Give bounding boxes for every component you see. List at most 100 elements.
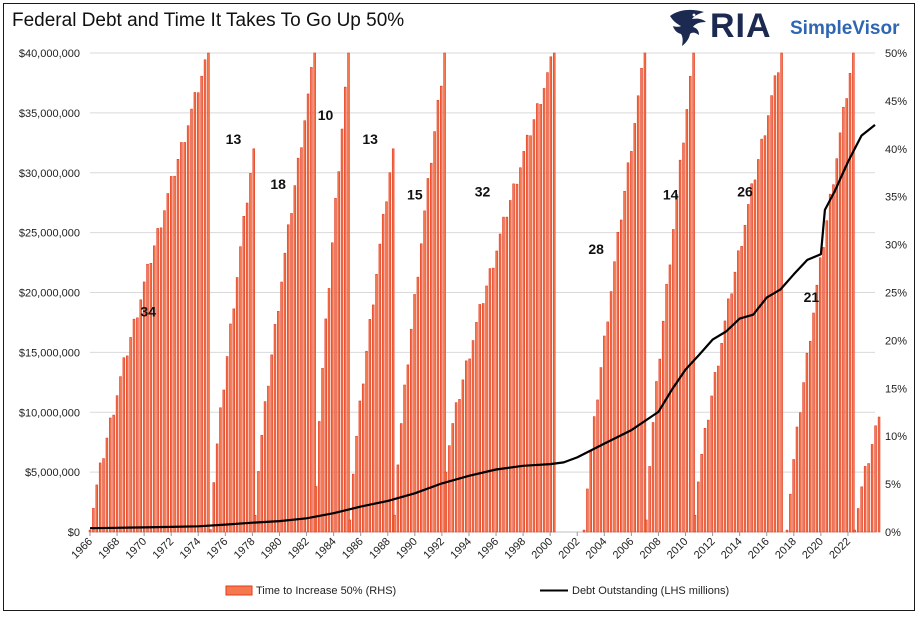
x-tick-label: 2006 <box>611 536 637 562</box>
left-tick-label: $10,000,000 <box>19 407 80 419</box>
bar <box>689 75 692 533</box>
bar <box>546 72 549 533</box>
bar <box>321 368 324 533</box>
bar <box>733 271 737 533</box>
bar <box>280 281 283 533</box>
bar <box>589 451 593 533</box>
line-series <box>89 124 876 530</box>
x-tick-label: 2000 <box>529 536 555 562</box>
bar <box>596 399 599 533</box>
bar <box>828 193 832 533</box>
cycle-years-label: 13 <box>362 131 378 147</box>
bar <box>633 123 636 533</box>
bar <box>485 285 488 533</box>
bar <box>440 85 443 533</box>
right-tick-label: 45% <box>885 96 907 108</box>
bar <box>743 225 747 533</box>
bar <box>582 529 586 533</box>
x-tick-label: 1966 <box>69 536 95 562</box>
bar <box>273 324 277 533</box>
cycle-years-label: 14 <box>663 187 679 203</box>
bar <box>209 529 212 533</box>
bar <box>599 367 603 533</box>
bar <box>378 243 382 533</box>
bar <box>867 463 870 533</box>
bar <box>249 173 252 533</box>
bar <box>720 343 723 533</box>
bar <box>770 95 773 533</box>
bar <box>385 201 388 533</box>
bar <box>532 119 536 533</box>
bar <box>225 356 229 533</box>
bar <box>710 395 713 533</box>
bar <box>773 75 777 533</box>
bar <box>163 210 166 533</box>
bar <box>132 318 136 533</box>
right-tick-label: 0% <box>885 527 901 539</box>
bar <box>197 92 200 533</box>
bar <box>252 148 255 533</box>
bar <box>219 407 222 533</box>
x-tick-label: 2022 <box>827 536 853 562</box>
x-tick-label: 1986 <box>340 536 366 562</box>
bar <box>747 204 750 533</box>
bar <box>468 358 471 533</box>
bar <box>549 56 553 533</box>
left-tick-label: $5,000,000 <box>25 467 80 479</box>
cycle-years-label: 34 <box>140 303 156 319</box>
x-tick-label: 2002 <box>557 536 583 562</box>
cycle-years-label: 13 <box>226 131 242 147</box>
bar <box>413 294 416 533</box>
bar <box>655 381 658 533</box>
x-tick-label: 1992 <box>421 536 447 562</box>
bar <box>465 360 468 533</box>
bar <box>536 103 539 533</box>
bar <box>146 263 149 533</box>
x-tick-label: 1974 <box>178 536 204 562</box>
bar <box>626 162 630 533</box>
bar <box>139 299 142 533</box>
legend-label-line: Debt Outstanding (LHS millions) <box>572 585 729 597</box>
annotations: 34 13 18 10 13 15 32 28 14 26 21 <box>140 107 819 319</box>
bar <box>870 444 874 533</box>
bar <box>757 159 760 533</box>
bar <box>665 283 668 533</box>
bar <box>737 250 740 533</box>
left-tick-label: $40,000,000 <box>19 48 80 60</box>
bar <box>92 508 95 533</box>
bar <box>852 52 855 533</box>
bar <box>825 220 829 533</box>
bar <box>505 216 509 533</box>
x-tick-label: 2010 <box>665 536 691 562</box>
bar <box>433 131 436 533</box>
bar <box>809 340 812 533</box>
bar <box>753 179 757 533</box>
bar <box>232 308 236 533</box>
bar <box>740 246 743 533</box>
bar <box>619 219 623 533</box>
x-tick-label: 1996 <box>475 536 501 562</box>
bar <box>186 125 190 533</box>
bar <box>109 417 112 533</box>
bar <box>678 159 682 533</box>
x-tick-label: 1976 <box>205 536 231 562</box>
right-tick-label: 25% <box>885 288 907 300</box>
bar <box>420 243 423 533</box>
bar <box>606 321 609 533</box>
bar <box>176 159 180 533</box>
bar <box>640 68 643 533</box>
bar <box>645 519 648 533</box>
bar <box>296 157 300 533</box>
legend: Time to Increase 50% (RHS) Debt Outstand… <box>225 585 729 597</box>
bar <box>105 437 109 533</box>
bar <box>703 427 707 533</box>
bar <box>119 376 122 533</box>
bar <box>488 268 492 533</box>
x-tick-label: 1982 <box>286 536 312 562</box>
x-tick-label: 1980 <box>259 536 285 562</box>
legend-label-bars: Time to Increase 50% (RHS) <box>256 585 396 597</box>
bar <box>260 435 263 533</box>
bar <box>337 171 340 533</box>
bar <box>451 423 454 533</box>
